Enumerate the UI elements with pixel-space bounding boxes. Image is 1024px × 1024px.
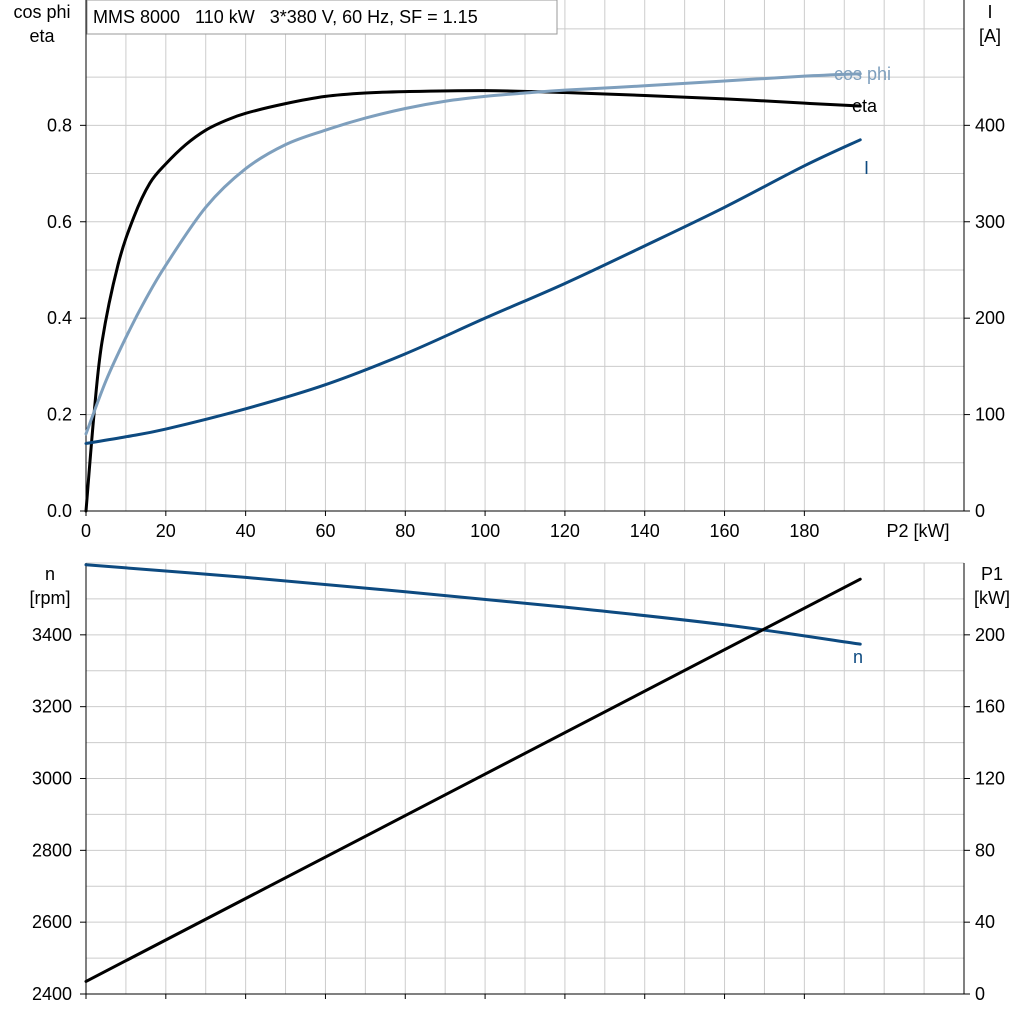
x-tick-label: 20 <box>156 521 176 541</box>
right-tick-label: 160 <box>975 697 1005 717</box>
series-n-line <box>84 563 862 646</box>
left-axis-title: n <box>45 564 55 584</box>
left-tick-label: 2800 <box>32 840 72 860</box>
right-tick-label: 300 <box>975 212 1005 232</box>
efficiency-current-panel: 0.0 0.2 0.4 0.6 0.8 0 100 200 300 400 0 20 40 60 80 100… <box>13 0 1005 541</box>
right-axis-title: I <box>987 2 992 22</box>
left-tick-label: 3000 <box>32 769 72 789</box>
chart-title-text: MMS 8000 110 kW 3*380 V, 60 Hz, SF = 1.1… <box>93 7 478 27</box>
left-tick-label: 0.2 <box>47 405 72 425</box>
right-tick-label: 0 <box>975 984 985 1004</box>
right-axis-title: [A] <box>979 26 1001 46</box>
series-n-label: n <box>853 647 863 667</box>
x-tick-label: 0 <box>81 521 91 541</box>
x-axis-title: P2 [kW] <box>886 521 949 541</box>
chart-title: MMS 8000 110 kW 3*380 V, 60 Hz, SF = 1.1… <box>86 0 558 35</box>
left-tick-label: 0.6 <box>47 212 72 232</box>
left-axis-title: cos phi <box>13 2 70 22</box>
right-tick-label: 0 <box>975 501 985 521</box>
x-tick-label: 120 <box>550 521 580 541</box>
left-tick-label: 3400 <box>32 625 72 645</box>
x-tick-label: 40 <box>236 521 256 541</box>
x-tick-label: 60 <box>315 521 335 541</box>
right-tick-label: 120 <box>975 769 1005 789</box>
left-tick-label: 2600 <box>32 912 72 932</box>
left-axis-title: [rpm] <box>29 588 70 608</box>
left-tick-label: 3200 <box>32 697 72 717</box>
series-eta-line <box>84 89 862 513</box>
series-eta-label: eta <box>852 96 878 116</box>
left-tick-label: 0.8 <box>47 115 72 135</box>
x-tick-label: 100 <box>470 521 500 541</box>
left-axis-title: eta <box>29 26 55 46</box>
series-i-line <box>84 138 862 446</box>
x-tick-label: 140 <box>630 521 660 541</box>
right-tick-label: 100 <box>975 405 1005 425</box>
right-tick-label: 40 <box>975 912 995 932</box>
speed-power-panel: 2400 2600 2800 3000 3200 3400 0 40 80 120 160 200 n [… <box>29 562 1010 1004</box>
series-cos-phi-label: cos phi <box>834 64 891 84</box>
series-cos-phi-line <box>84 72 862 436</box>
chart-title-box <box>86 0 558 35</box>
right-tick-label: 80 <box>975 840 995 860</box>
left-tick-label: 0.0 <box>47 501 72 521</box>
left-tick-label: 0.4 <box>47 308 72 328</box>
left-tick-label: 2400 <box>32 984 72 1004</box>
series-i-label: I <box>864 158 869 178</box>
right-tick-label: 200 <box>975 625 1005 645</box>
x-tick-label: 80 <box>395 521 415 541</box>
right-tick-label: 400 <box>975 115 1005 135</box>
right-axis-title: P1 <box>981 564 1003 584</box>
series-p1-line <box>84 577 862 983</box>
x-tick-label: 160 <box>710 521 740 541</box>
x-tick-label: 180 <box>789 521 819 541</box>
right-axis-title: [kW] <box>974 588 1010 608</box>
right-tick-label: 200 <box>975 308 1005 328</box>
